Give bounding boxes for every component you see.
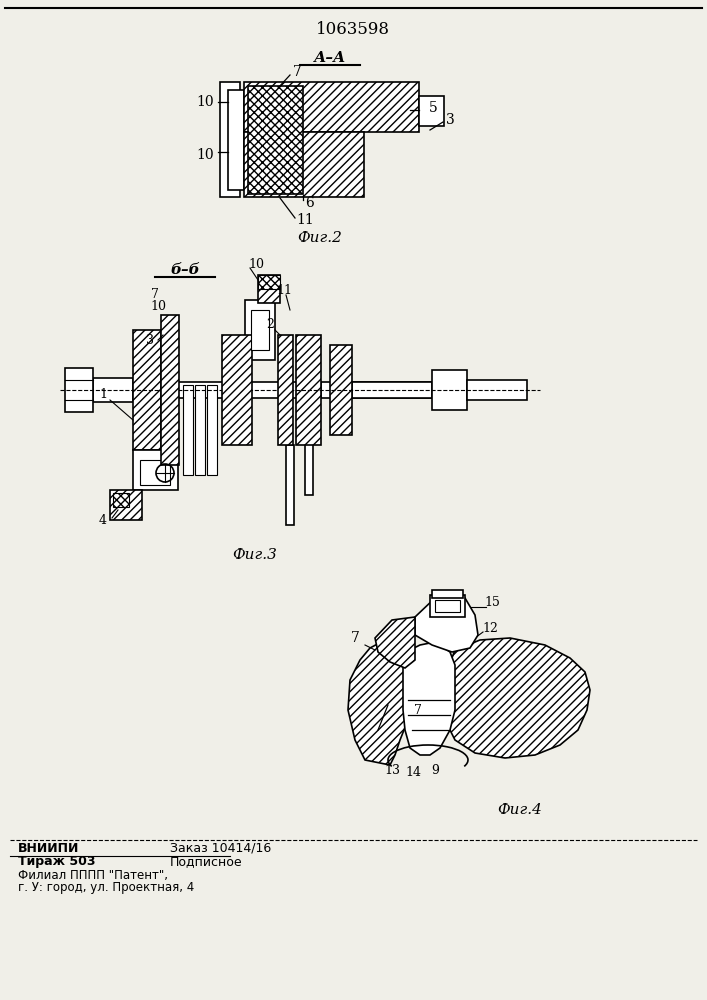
Text: Заказ 10414/16: Заказ 10414/16: [170, 842, 271, 854]
Text: 10: 10: [150, 300, 166, 314]
Text: 10: 10: [196, 95, 214, 109]
Bar: [207, 385, 217, 475]
Text: 15: 15: [484, 595, 500, 608]
Text: 1: 1: [99, 388, 107, 401]
Text: 1063598: 1063598: [316, 21, 390, 38]
Bar: [278, 335, 293, 445]
Text: 7: 7: [414, 704, 422, 716]
Text: Тираж 503: Тираж 503: [18, 856, 95, 868]
Text: Подписное: Подписное: [170, 856, 243, 868]
Bar: [113, 493, 129, 507]
Text: 11: 11: [296, 213, 314, 227]
Text: 5: 5: [428, 101, 438, 115]
Bar: [321, 382, 431, 398]
Bar: [432, 370, 467, 410]
Text: 3: 3: [445, 113, 455, 127]
Text: 11: 11: [276, 284, 292, 296]
Bar: [140, 460, 170, 485]
Text: ВНИИПИ: ВНИИПИ: [18, 842, 79, 854]
Bar: [161, 382, 306, 398]
Bar: [305, 385, 313, 495]
Bar: [161, 315, 179, 465]
Text: Фиг.3: Фиг.3: [233, 548, 277, 562]
Polygon shape: [348, 638, 418, 765]
Polygon shape: [403, 643, 455, 755]
Text: 6: 6: [305, 196, 315, 210]
Bar: [93, 378, 133, 402]
Bar: [419, 96, 444, 126]
Text: А–А: А–А: [314, 51, 346, 65]
Text: 7: 7: [351, 631, 359, 645]
Text: 14: 14: [405, 766, 421, 780]
Text: 10: 10: [248, 258, 264, 271]
Bar: [110, 490, 142, 520]
Bar: [430, 595, 465, 617]
Polygon shape: [443, 638, 590, 758]
Bar: [220, 82, 240, 197]
Bar: [432, 590, 463, 598]
Bar: [133, 330, 161, 450]
Text: 7: 7: [293, 65, 301, 79]
Bar: [330, 345, 352, 435]
Bar: [195, 385, 205, 475]
Text: Фиг.4: Фиг.4: [498, 803, 542, 817]
Polygon shape: [375, 617, 415, 668]
Text: г. У: город, ул. Проектная, 4: г. У: город, ул. Проектная, 4: [18, 882, 194, 894]
Bar: [228, 90, 244, 190]
Bar: [245, 300, 275, 360]
Text: 2: 2: [266, 318, 274, 332]
Bar: [244, 132, 364, 197]
Polygon shape: [415, 598, 478, 652]
Text: Фиг.2: Фиг.2: [298, 231, 342, 245]
Bar: [65, 368, 93, 412]
Bar: [183, 385, 193, 475]
Text: 4: 4: [99, 514, 107, 526]
Bar: [352, 382, 432, 398]
Bar: [286, 445, 294, 525]
Bar: [133, 450, 178, 490]
Text: 13: 13: [384, 764, 400, 776]
Bar: [251, 310, 269, 350]
Text: б–б: б–б: [170, 263, 200, 277]
Bar: [258, 275, 280, 303]
Bar: [296, 335, 321, 445]
Bar: [222, 335, 252, 445]
Bar: [248, 86, 303, 194]
Text: Филиал ПППП "Патент",: Филиал ПППП "Патент",: [18, 868, 168, 882]
Bar: [244, 82, 419, 132]
Bar: [435, 600, 460, 612]
Text: 7: 7: [151, 288, 159, 302]
Text: 9: 9: [431, 764, 439, 776]
Text: 3: 3: [146, 334, 154, 347]
Bar: [258, 275, 280, 289]
Bar: [467, 380, 527, 400]
Text: 10: 10: [196, 148, 214, 162]
Text: 12: 12: [482, 621, 498, 635]
